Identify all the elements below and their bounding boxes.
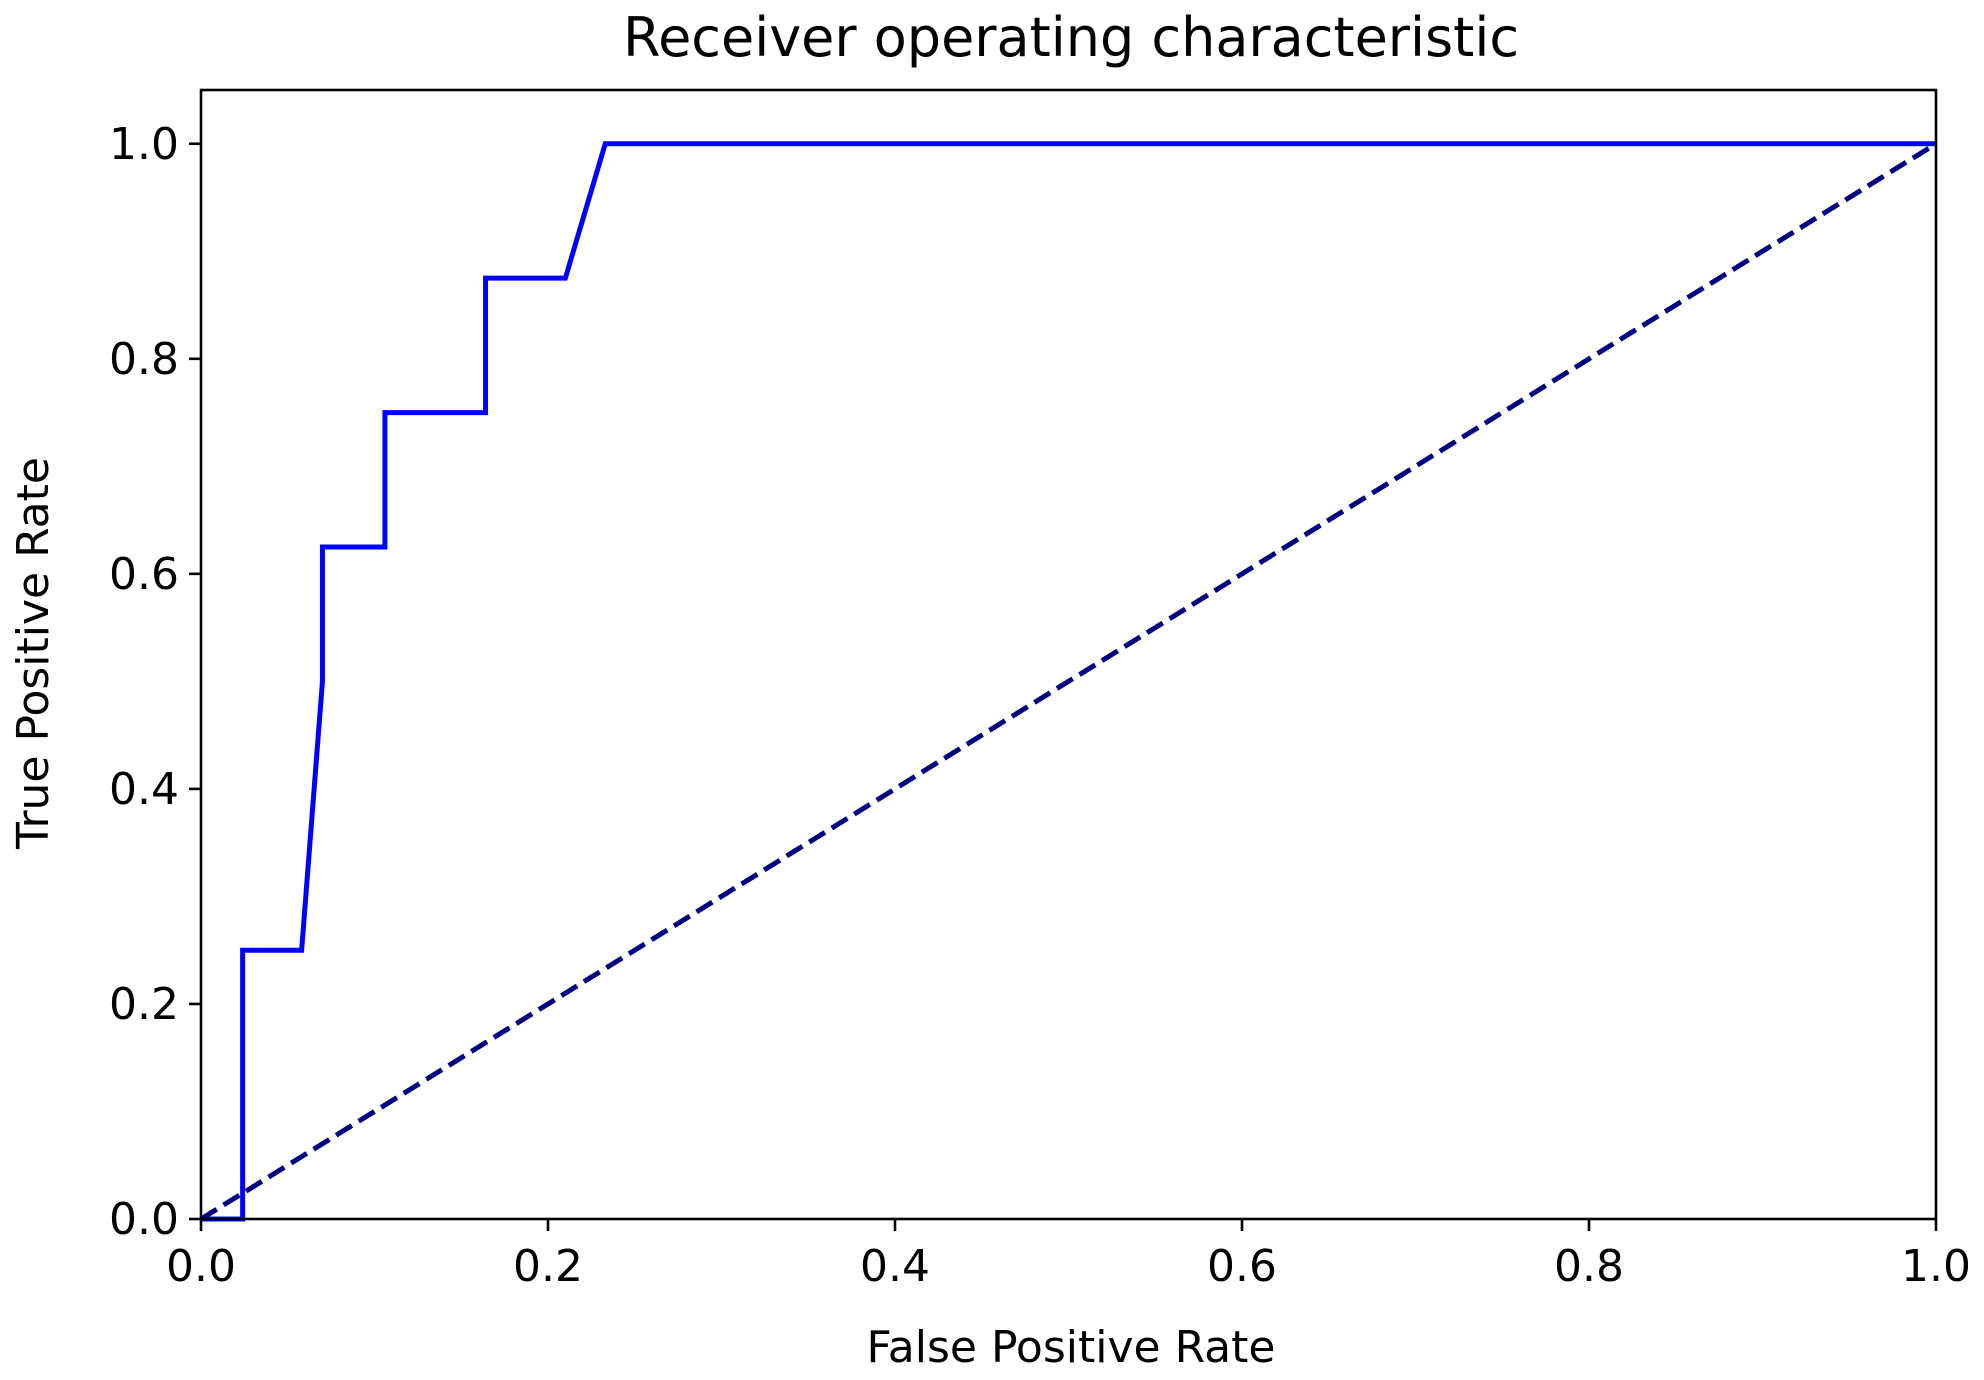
x-tick-label: 0.8: [1554, 1241, 1624, 1292]
axes-frame: [199, 88, 1938, 1221]
x-tick-label: 0.6: [1207, 1241, 1277, 1292]
x-tick-label: 0.4: [860, 1241, 930, 1292]
y-tick-label: 0.0: [109, 1194, 179, 1245]
y-tick-label: 1.0: [109, 119, 179, 170]
series-group: [199, 141, 1938, 1222]
chart-title: Receiver operating characteristic: [623, 6, 1519, 69]
plot-area: 0.0 0.2 0.4 0.6 0.8 1.0 0.0 0.2 0.4 0.6 0.8 1.0: [109, 88, 1971, 1292]
roc-curve-line: [201, 141, 1936, 1222]
x-tick-label: 0.0: [166, 1241, 236, 1292]
x-tick-label: 0.2: [513, 1241, 583, 1292]
chance-diagonal-line: [199, 141, 1938, 1222]
y-tick-label: 0.6: [109, 549, 179, 600]
x-axis-label: False Positive Rate: [867, 1322, 1276, 1373]
x-tick-label: 1.0: [1901, 1241, 1971, 1292]
y-axis-label: True Positive Rate: [8, 457, 59, 850]
y-tick-label: 0.8: [109, 334, 179, 385]
y-tick-label: 0.2: [109, 979, 179, 1030]
y-tick-label: 0.4: [109, 764, 179, 815]
